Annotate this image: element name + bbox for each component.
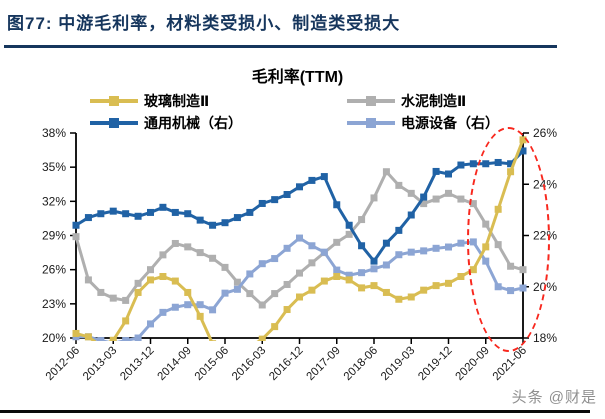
svg-text:2012-06: 2012-06 xyxy=(44,345,82,383)
svg-text:2019-03: 2019-03 xyxy=(379,345,417,383)
legend: 玻璃制造Ⅱ 水泥制造Ⅱ 通用机械（右） 电源设备（右） xyxy=(90,90,570,134)
figure-title: 图77: 中游毛利率，材料类受损小、制造类受损大 xyxy=(7,14,401,33)
svg-text:26%: 26% xyxy=(533,126,557,140)
machinery-series-marker-icon xyxy=(90,118,138,128)
svg-text:2019-12: 2019-12 xyxy=(416,345,454,383)
legend-item-machinery: 通用机械（右） xyxy=(90,112,347,134)
svg-text:20%: 20% xyxy=(42,331,66,345)
svg-text:2018-06: 2018-06 xyxy=(342,345,380,383)
highlight-ellipse-annotation xyxy=(467,127,550,352)
legend-item-power: 电源设备（右） xyxy=(347,112,570,134)
power-series-marker-icon xyxy=(347,118,395,128)
svg-text:2016-03: 2016-03 xyxy=(230,345,268,383)
svg-text:32%: 32% xyxy=(42,194,66,208)
svg-text:2017-09: 2017-09 xyxy=(305,345,343,383)
svg-text:2016-12: 2016-12 xyxy=(267,345,305,383)
legend-label: 玻璃制造Ⅱ xyxy=(144,93,210,109)
glass-series-marker-icon xyxy=(90,96,138,106)
watermark: 头条 @财是 xyxy=(511,389,597,406)
svg-text:2014-09: 2014-09 xyxy=(156,345,194,383)
svg-text:2015-06: 2015-06 xyxy=(193,345,231,383)
svg-text:23%: 23% xyxy=(42,297,66,311)
svg-text:35%: 35% xyxy=(42,160,66,174)
cement-series-marker-icon xyxy=(347,96,395,106)
legend-item-cement: 水泥制造Ⅱ xyxy=(347,90,570,112)
svg-text:2013-03: 2013-03 xyxy=(81,345,119,383)
legend-label: 电源设备（右） xyxy=(401,115,499,131)
legend-label: 通用机械（右） xyxy=(144,115,242,131)
legend-label: 水泥制造Ⅱ xyxy=(401,93,467,109)
legend-item-glass: 玻璃制造Ⅱ xyxy=(90,90,347,112)
svg-text:26%: 26% xyxy=(42,263,66,277)
figure-bottom-rule xyxy=(0,410,590,413)
svg-text:29%: 29% xyxy=(42,229,66,243)
chart-title: 毛利率(TTM) xyxy=(251,69,344,86)
svg-text:2013-12: 2013-12 xyxy=(118,345,156,383)
svg-text:2020-09: 2020-09 xyxy=(454,345,492,383)
svg-text:38%: 38% xyxy=(42,126,66,140)
svg-text:18%: 18% xyxy=(533,331,557,345)
title-underline xyxy=(4,45,557,48)
